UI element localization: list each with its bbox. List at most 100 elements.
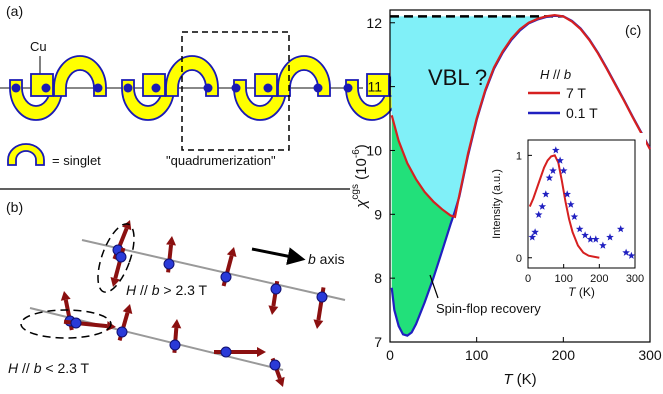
legend-label-7t: 7 T	[566, 85, 586, 101]
inset-data-point	[549, 166, 557, 174]
cu-atom-dot	[203, 83, 213, 93]
spin-arrow-head	[171, 319, 182, 329]
vbl-annotation: VBL ?	[428, 65, 487, 90]
legend-label-0p1t: 0.1 T	[566, 105, 598, 121]
y-tick-label: 12	[366, 15, 382, 31]
y-tick-label: 10	[366, 142, 382, 158]
x-tick-label: 300	[638, 347, 662, 363]
lower-ellipse	[20, 309, 112, 339]
x-tick-label: 0	[386, 347, 394, 363]
cu-atom-dot	[263, 83, 273, 93]
spin-site	[163, 258, 175, 270]
inset-x-tick-label: 300	[626, 273, 644, 285]
singlet-legend-text: = singlet	[52, 153, 101, 168]
inset-x-tick-label: 100	[554, 273, 572, 285]
inset-data-point	[559, 166, 568, 174]
inset-data-point	[534, 210, 543, 218]
inset-data-point	[575, 225, 584, 233]
inset-data-point	[538, 202, 547, 210]
legend-title: H // b	[540, 67, 571, 82]
cu-atom-dot	[93, 83, 103, 93]
x-tick-label: 200	[552, 347, 576, 363]
b-axis-arrow	[251, 247, 306, 266]
inset-data-point	[599, 241, 607, 249]
panel-label-c: (c)	[625, 22, 641, 38]
main-axes-frame	[389, 9, 651, 343]
inset-data-point	[552, 146, 560, 154]
cu-bond-box	[30, 73, 54, 97]
singlet-arch-upper	[53, 55, 107, 97]
y-tick-label: 11	[367, 79, 382, 95]
spin-site	[270, 283, 282, 295]
singlet-arch-upper	[165, 55, 219, 97]
spin-arrow-head	[257, 347, 266, 357]
quadrumer-box	[181, 31, 290, 151]
y-tick-label: 9	[374, 206, 382, 222]
inset-y-tick-label: 0	[516, 253, 522, 265]
x-axis-label: T (K)	[503, 371, 536, 388]
y-axis-label: χcgs (10-6)	[350, 144, 370, 210]
intensity-inset: 0 100 200 300 0 1 T (K) Intensity (a.u.)	[478, 133, 646, 299]
inset-data-point	[567, 200, 575, 208]
panel-b: (b) b axis H // b > 2.3 T H // b < 2.3 T	[6, 199, 346, 387]
singlet-arch-upper	[277, 55, 331, 97]
inset-data-point	[570, 212, 579, 220]
inset-data-point	[542, 190, 550, 198]
panel-a: (a) Cu = singlet "quadrumerization"	[0, 3, 443, 190]
cu-bond-box	[366, 73, 390, 97]
spin-site	[115, 251, 127, 263]
y-tick-label: 7	[374, 334, 382, 350]
spin-site	[169, 339, 181, 351]
quadrumerization-caption: "quadrumerization"	[166, 153, 276, 168]
cu-label: Cu	[30, 39, 47, 54]
inset-y-tick-label: 1	[516, 150, 522, 162]
spin-site	[70, 317, 82, 329]
spin-arrow-head	[110, 277, 121, 287]
inset-data-point	[606, 233, 614, 241]
inset-data-point	[531, 228, 539, 236]
y-tick-label: 8	[374, 270, 382, 286]
inset-data-point	[528, 233, 537, 241]
inset-data-point	[581, 231, 589, 239]
spin-site	[116, 326, 128, 338]
inset-x-axis-label: T (K)	[568, 285, 595, 299]
inset-data-point	[556, 156, 564, 164]
panel-label-a: (a)	[6, 3, 23, 19]
cu-atom-dot	[343, 83, 353, 93]
lower-field-label: H // b < 2.3 T	[8, 360, 90, 376]
spin-arrow-head	[122, 304, 133, 315]
cu-atom-dot	[123, 83, 133, 93]
panel-label-b: (b)	[6, 199, 23, 215]
singlet-legend-icon	[7, 143, 45, 166]
cu-atom-dot	[231, 83, 241, 93]
inset-data-point	[627, 251, 636, 259]
upper-chain-line	[81, 239, 346, 301]
spin-arrow-head	[122, 220, 132, 231]
inset-data-point	[592, 235, 600, 243]
upper-ellipse	[97, 223, 135, 293]
upper-field-label: H // b > 2.3 T	[126, 282, 208, 298]
spin-arrow-head	[268, 305, 279, 315]
spin-flop-pointer	[429, 274, 439, 299]
inset-data-point	[586, 235, 595, 243]
spin-arrow-head	[60, 291, 71, 301]
x-tick-label: 100	[465, 347, 489, 363]
inset-axes-frame	[527, 139, 636, 269]
spin-site	[316, 291, 328, 303]
spin-arrow-head	[275, 376, 285, 387]
spin-site	[269, 359, 281, 371]
spin-flop-region-fill	[391, 115, 455, 336]
cu-atom-dot	[313, 83, 323, 93]
spin-arrow-head	[226, 247, 237, 257]
inset-data-point	[622, 248, 630, 256]
inset-x-tick-label: 200	[590, 273, 608, 285]
spin-site	[220, 271, 232, 283]
cu-atom-dot	[41, 83, 51, 93]
series-7t-line	[390, 13, 651, 219]
spin-arrow-head	[313, 319, 324, 329]
spin-arrow-head	[166, 236, 177, 246]
inset-data-point	[563, 190, 571, 198]
